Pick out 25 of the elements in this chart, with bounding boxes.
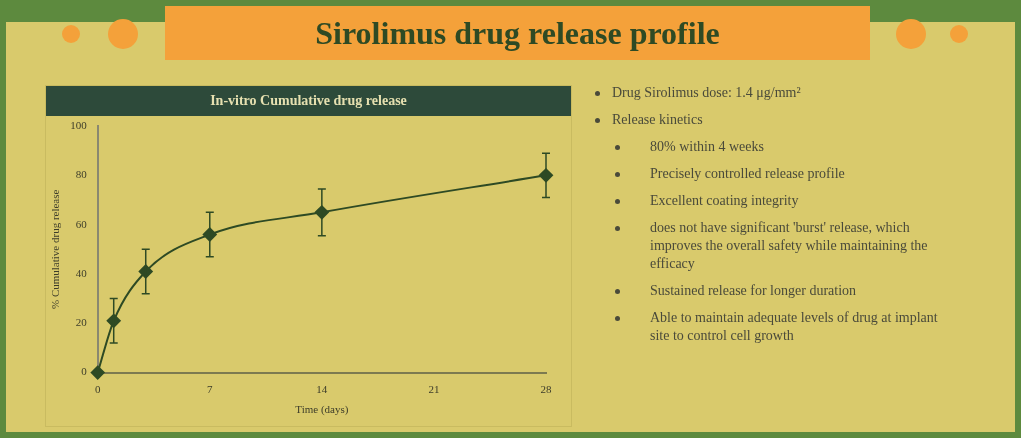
x-axis-title: Time (days) [295,403,349,417]
y-tick-label: 40 [75,266,88,279]
point [90,365,105,380]
text: Excellent coating integrity [650,192,800,210]
text: Drug Sirolimus dose: 1.4 μg/mm² [612,84,802,102]
x-tick-label: 28 [540,383,552,396]
x-tick-label: 14 [316,383,328,396]
y-axis-title: % Cumulative drug release [49,189,62,310]
text: Release kinetics [612,111,704,129]
y-tick-label: 100 [70,118,88,131]
y-tick-label: 60 [75,217,88,230]
text: 80% within 4 weeks [650,138,765,156]
x-tick-label: 21 [428,383,440,396]
chart-subtitle: In-vitro Cumulative drug release [46,86,571,116]
text: Precisely controlled release profile [650,165,846,183]
point [138,264,153,279]
y-tick-label: 20 [75,316,88,329]
text: Sustained release for longer duration [650,282,858,300]
text: Able to maintain adequate levels of drug at implant site to control cell growth [650,309,939,345]
x-tick-label: 0 [94,383,101,396]
chart-title: Sirolimus drug release profile [315,14,720,52]
y-tick-label: 0 [81,365,88,378]
y-tick-label: 80 [75,168,88,181]
text: does not have significant 'burst' release, which improves the overall safety while maintaining the efficacy [650,219,929,273]
x-tick-label: 7 [207,383,214,396]
